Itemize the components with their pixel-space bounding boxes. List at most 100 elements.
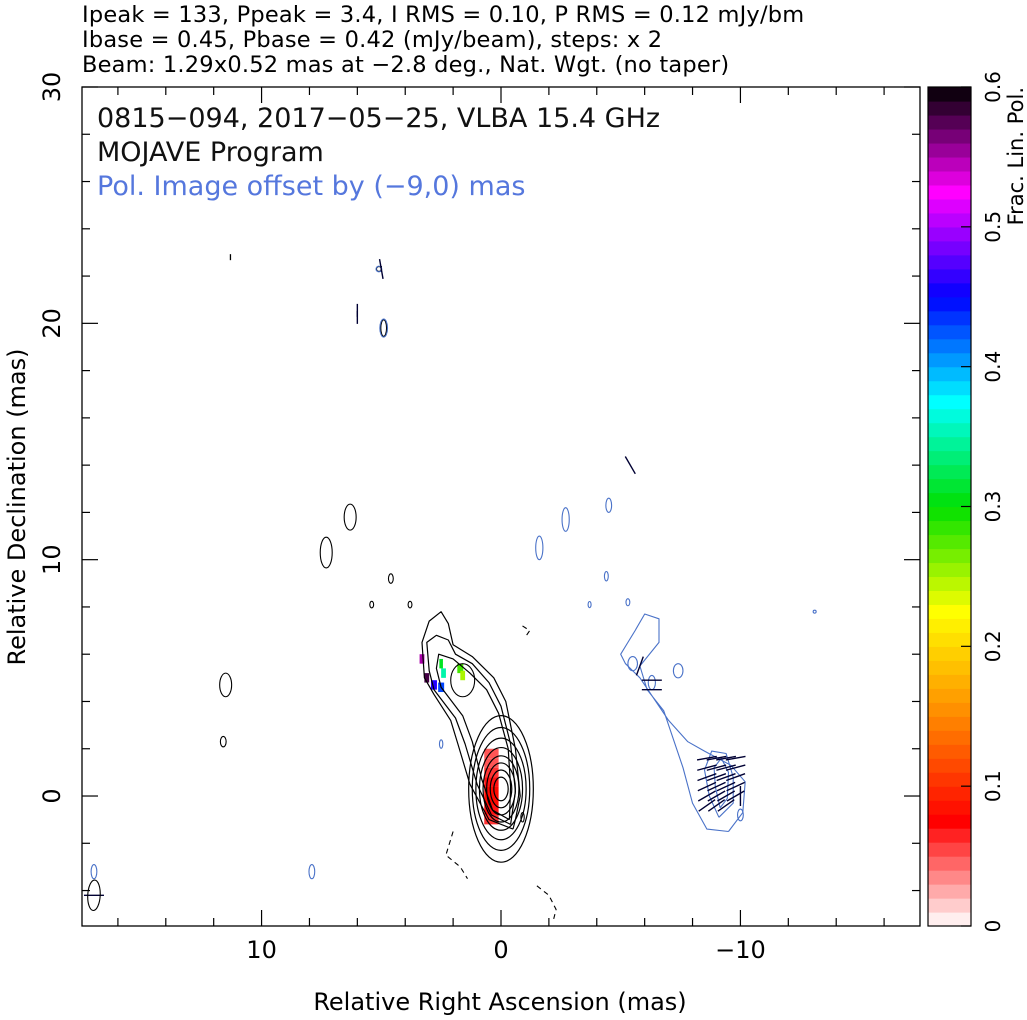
colorbar-segment: [928, 562, 971, 578]
x-tick-label: −10: [715, 936, 766, 964]
evpa-vector: [726, 790, 745, 802]
colorbar-segment: [928, 478, 971, 494]
evpa-vector: [717, 799, 735, 812]
stokes-i-contour: [343, 503, 357, 531]
frac-pol-pixel: [484, 748, 499, 759]
evpa-vector: [706, 755, 727, 761]
header-line-3: Beam: 1.29x0.52 mas at −2.8 deg., Nat. W…: [82, 52, 730, 78]
colorbar-segment: [928, 870, 971, 885]
colorbar-segment: [928, 772, 971, 787]
frac-pol-pixel: [430, 680, 437, 690]
evpa-vector: [378, 259, 384, 279]
x-tick-label: 10: [246, 936, 277, 964]
y-tick-label: 20: [38, 308, 66, 339]
evpa-vector: [697, 773, 717, 782]
axes-layer: 10 0 −10 0 10 20 30: [38, 72, 920, 964]
colorbar-segment: [928, 618, 971, 633]
pol-intensity-contour: [587, 600, 592, 609]
evpa-vector: [696, 755, 717, 761]
colorbar-title: Frac. Lin. Pol.: [1004, 87, 1027, 225]
frac-pol-pixel: [484, 805, 499, 815]
colorbar-segment: [928, 520, 971, 536]
stokes-i-negative-contour: [445, 831, 468, 879]
colorbar-segment: [928, 296, 971, 312]
evpa-vector: [697, 764, 717, 771]
colorbar-segment: [928, 352, 971, 368]
y-axis-title: Relative Declination (mas): [3, 348, 31, 665]
frac-pol-pixel: [484, 758, 499, 768]
colorbar-segment: [928, 170, 971, 186]
pol-intensity-contour: [647, 674, 656, 691]
x-tick-label: 0: [493, 936, 508, 964]
colorbar-tick-label: 0.2: [981, 630, 1005, 662]
stokes-i-contour: [450, 663, 476, 698]
colorbar-tick-label: 0: [981, 920, 1005, 933]
frac-pol-pixel: [424, 673, 430, 683]
beam-ellipse: [87, 879, 101, 912]
evpa-vector: [716, 781, 736, 792]
colorbar-tick-label: 0.5: [981, 211, 1005, 243]
evpa-vector: [717, 790, 736, 802]
stokes-i-negative-contour: [536, 885, 557, 920]
pol-intensity-contour: [703, 750, 734, 818]
frac-pol-pixel: [484, 814, 499, 825]
colorbar: 0 0.1 0.2 0.3 0.4 0.5 0.6: [927, 71, 1005, 933]
program-label: MOJAVE Program: [97, 137, 324, 168]
pol-intensity-contour: [379, 318, 389, 338]
y-tick-label: 10: [38, 544, 66, 575]
frac-pol-pixel: [441, 668, 446, 678]
colorbar-segment: [928, 240, 971, 256]
colorbar-segment: [928, 884, 971, 899]
colorbar-segment: [928, 142, 971, 158]
stokes-i-contour: [219, 735, 227, 748]
map-data-layer: [83, 254, 817, 920]
stokes-i-core-contour: [468, 715, 534, 863]
pol-intensity-contour: [535, 535, 544, 561]
colorbar-segment: [928, 590, 971, 605]
evpa-vector: [726, 773, 746, 782]
evpa-vector: [624, 456, 636, 475]
evpa-vector: [697, 781, 717, 792]
colorbar-segment: [928, 674, 971, 689]
colorbar-segment: [928, 212, 971, 228]
y-tick-label: 0: [38, 788, 66, 803]
stokes-i-contour: [520, 812, 525, 823]
stokes-i-jet-contour: [435, 653, 512, 821]
colorbar-segment: [928, 800, 971, 815]
evpa-vector: [707, 781, 726, 792]
evpa-vector: [716, 773, 736, 782]
pol-offset-note: Pol. Image offset by (−9,0) mas: [97, 171, 525, 202]
colorbar-segment: [928, 912, 971, 927]
pol-intensity-contour: [737, 808, 744, 822]
colorbar-segment: [928, 814, 971, 829]
colorbar-segment: [928, 87, 971, 102]
pol-intensity-contour: [438, 739, 444, 749]
colorbar-segment: [928, 310, 971, 326]
evpa-vector: [725, 755, 746, 761]
colorbar-tick-label: 0.1: [981, 770, 1005, 802]
colorbar-segment: [928, 828, 971, 843]
frac-pol-pixel: [484, 767, 499, 778]
evpa-vector: [716, 764, 736, 771]
pol-intensity-contour: [90, 864, 98, 880]
colorbar-segment: [928, 604, 971, 619]
colorbar-segment: [928, 730, 971, 745]
stokes-i-contour: [407, 600, 413, 609]
colorbar-segment: [928, 856, 971, 871]
header-line-2: Ibase = 0.45, Pbase = 0.42 (mJy/beam), s…: [82, 27, 663, 53]
frac-pol-pixel: [484, 786, 499, 797]
colorbar-segment: [928, 338, 971, 354]
colorbar-segment: [928, 786, 971, 801]
colorbar-segment: [928, 702, 971, 717]
evpa-vector: [706, 764, 727, 771]
colorbar-segment: [928, 268, 971, 284]
frac-pol-pixel: [457, 663, 464, 674]
evpa-vector: [726, 781, 745, 792]
stokes-i-contour: [319, 536, 333, 569]
stokes-i-jet-contour: [426, 634, 517, 825]
evpa-vector: [698, 799, 716, 812]
stokes-i-core-contour: [471, 726, 531, 851]
pol-intensity-contour: [605, 497, 613, 513]
colorbar-segment: [928, 576, 971, 591]
colorbar-segment: [928, 198, 971, 214]
